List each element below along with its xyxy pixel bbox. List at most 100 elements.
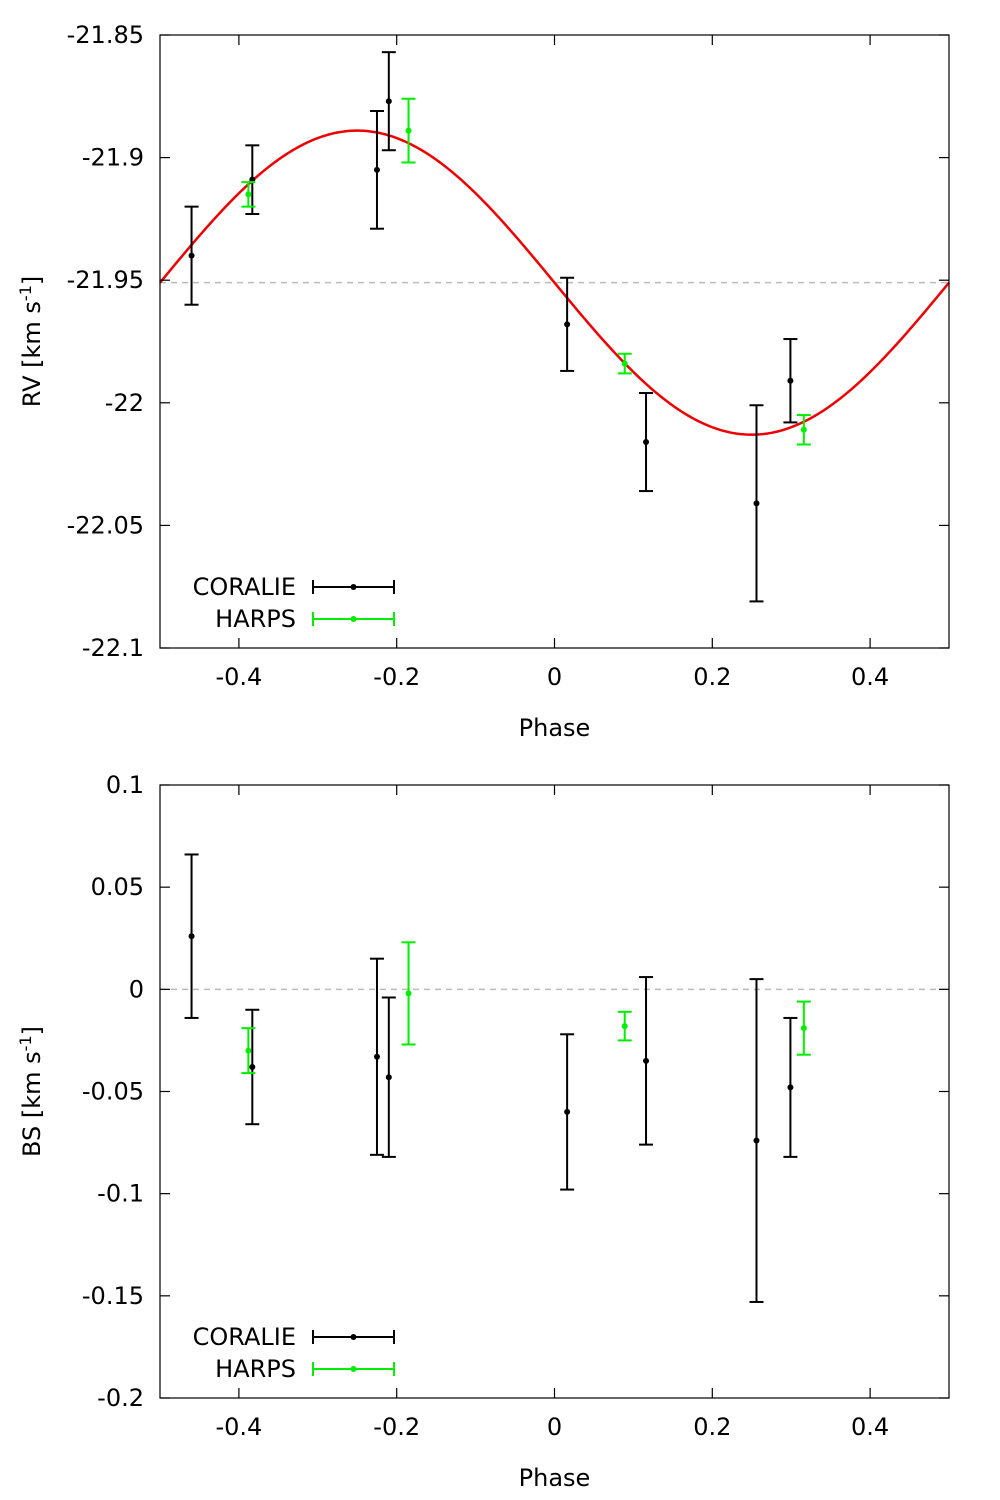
legend-sample-marker [350,1366,357,1372]
rv-x-tick-label: -0.2 [373,663,420,691]
bs-x-tick-label: -0.4 [215,1413,262,1441]
bs-coralie-point [560,1033,575,1191]
bs-y-tick-label: -0.15 [82,1282,144,1310]
rv-coralie-point [245,144,260,215]
rv-points-layer [184,51,811,603]
rv-y-axis-label: RV [km s-1] [16,276,46,408]
rv-y-axis-label-main: RV [km s [18,301,46,407]
rv-harps-point [401,97,416,164]
rv-y-tick-label: -21.85 [67,21,144,49]
bs-coralie-marker [643,1057,650,1064]
rv-coralie-marker [787,377,794,384]
rv-legend: CORALIE HARPS [193,573,395,633]
bs-harps-marker [800,1025,807,1032]
rv-x-tick-label: 0.4 [851,663,889,691]
bs-coralie-marker [188,933,195,940]
rv-harps-marker [405,127,412,134]
rv-y-tick-label: -21.9 [82,144,144,172]
bs-harps-marker [245,1047,252,1054]
bs-y-axis-label-sup: -1 [16,1035,35,1051]
rv-legend-harps-sample [312,612,395,626]
rv-x-tick-label: 0 [547,663,562,691]
bs-y-axis-label-close: ] [18,1026,46,1035]
rv-coralie-marker [643,439,650,446]
rv-y-tick-label: -22.1 [82,634,144,662]
bs-coralie-marker [787,1084,794,1091]
bs-x-tick-label: -0.2 [373,1413,420,1441]
rv-legend-coralie-label: CORALIE [193,573,296,601]
bs-coralie-marker [385,1074,392,1081]
bs-coralie-marker [753,1137,760,1144]
bs-y-tick-label: -0.1 [97,1180,144,1208]
bs-coralie-point [381,996,396,1158]
bs-y-tick-label: -0.2 [97,1384,144,1412]
rv-model-layer [159,129,950,436]
bs-x-tick-label: 0.4 [851,1413,889,1441]
rv-y-axis-label-close: ] [18,276,46,285]
bs-coralie-marker [249,1063,256,1070]
rv-harps-marker [245,191,252,198]
rv-plot-frame [159,34,950,649]
rv-harps-point [241,181,256,208]
rv-coralie-point [749,404,764,603]
bs-y-axis-label: BS [km s-1] [16,1026,46,1157]
rv-legend-harps-label: HARPS [215,605,296,633]
rv-y-tick-label: -22 [105,389,144,417]
rv-y-axis-label-sup: -1 [16,285,35,301]
bs-x-tick-label: 0.2 [693,1413,731,1441]
bs-harps-point [401,941,416,1046]
bs-legend: CORALIE HARPS [193,1323,395,1383]
rv-coralie-marker [385,98,392,105]
rv-coralie-point [560,276,575,372]
rv-legend-coralie-sample [312,580,395,594]
rv-harps-point [617,352,632,375]
rv-coralie-point [184,205,199,306]
bs-panel: -0.4 -0.2 0 0.2 0.4 -0.2 -0.15 -0.1 -0.05 0 0.05 0.… [16,771,950,1492]
bs-harps-point [241,1027,256,1075]
rv-y-tick-label: -21.95 [67,266,144,294]
rv-x-tick-label: 0.2 [693,663,731,691]
bs-legend-harps-sample [312,1362,395,1376]
bs-ticks-layer: -0.4 -0.2 0 0.2 0.4 -0.2 -0.15 -0.1 -0.05 0 0.05 0.… [82,771,949,1441]
bs-y-tick-label: 0 [129,975,144,1003]
bs-coralie-marker [564,1108,571,1115]
rv-coralie-marker [564,321,571,328]
bs-legend-coralie-label: CORALIE [193,1323,296,1351]
rv-x-axis-label: Phase [519,714,591,742]
bs-harps-point [617,1010,632,1042]
bs-points-layer [184,853,811,1303]
rv-model-curve [159,129,950,436]
bs-coralie-marker [373,1053,380,1060]
rv-coralie-marker [753,500,760,507]
bs-x-axis-label: Phase [519,1464,591,1492]
bs-harps-point [796,1000,811,1056]
rv-coralie-point [381,51,396,152]
legend-sample-marker [350,584,357,590]
rv-coralie-marker [373,166,380,173]
legend-sample-marker [350,616,357,622]
rv-harps-marker [621,360,628,367]
bs-plot-frame [159,784,950,1399]
bs-x-tick-label: 0 [547,1413,562,1441]
rv-coralie-point [783,338,798,424]
legend-sample-marker [350,1334,357,1340]
rv-coralie-point [639,391,654,493]
bs-harps-marker [405,990,412,997]
rv-coralie-marker [188,252,195,259]
rv-harps-point [796,414,811,446]
rv-x-tick-label: -0.4 [215,663,262,691]
rv-y-tick-label: -22.05 [67,511,144,539]
bs-y-axis-label-main: BS [km s [18,1051,46,1157]
bs-harps-marker [621,1023,628,1030]
rv-panel: -0.4 -0.2 0 0.2 0.4 -22.1 -22.05 -22 -21.95 -21.9… [16,21,950,742]
bs-y-tick-label: -0.05 [82,1078,144,1106]
bs-coralie-point [184,853,199,1019]
bs-y-tick-label: 0.05 [91,873,144,901]
bs-coralie-point [639,976,654,1146]
bs-coralie-point [749,978,764,1303]
rv-coralie-point [369,110,384,230]
bs-legend-coralie-sample [312,1330,395,1344]
bs-coralie-point [783,1016,798,1158]
bs-coralie-point [369,957,384,1156]
